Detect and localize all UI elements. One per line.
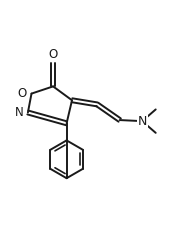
Text: N: N: [138, 115, 147, 128]
Text: O: O: [17, 87, 27, 100]
Text: O: O: [48, 47, 58, 61]
Text: N: N: [15, 106, 23, 119]
